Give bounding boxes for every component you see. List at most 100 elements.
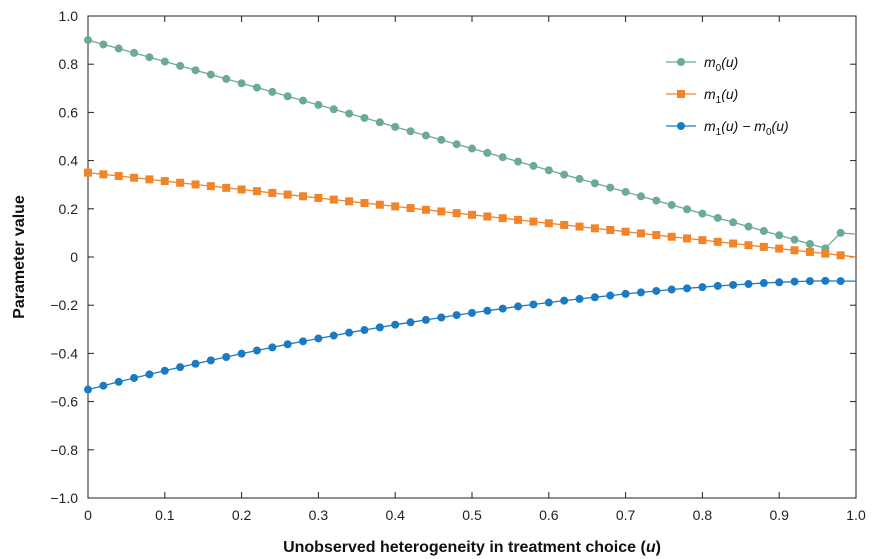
data-point xyxy=(206,182,215,191)
data-point xyxy=(99,40,108,49)
data-point xyxy=(437,313,446,322)
data-point xyxy=(314,193,323,202)
data-point xyxy=(544,219,553,228)
data-point xyxy=(590,293,599,302)
data-point xyxy=(805,247,814,256)
data-point xyxy=(652,286,661,295)
data-point xyxy=(759,279,768,288)
data-point xyxy=(683,234,692,243)
data-point xyxy=(775,244,784,253)
data-point xyxy=(222,74,231,83)
data-point xyxy=(483,306,492,315)
data-point xyxy=(729,280,738,289)
x-tick-label: 0.6 xyxy=(539,507,559,523)
data-point xyxy=(160,366,169,375)
data-point xyxy=(237,185,246,194)
y-tick-label: −0.4 xyxy=(50,345,78,361)
y-tick-label: −1.0 xyxy=(50,490,78,506)
data-point xyxy=(590,224,599,233)
data-point xyxy=(621,227,630,236)
data-point xyxy=(237,349,246,358)
data-point xyxy=(406,318,415,327)
x-tick-label: 0.4 xyxy=(385,507,405,523)
x-tick-label: 0.5 xyxy=(462,507,482,523)
data-point xyxy=(160,177,169,186)
data-point xyxy=(606,226,615,235)
data-point xyxy=(345,197,354,206)
data-point xyxy=(606,183,615,192)
data-point xyxy=(360,326,369,335)
x-axis-ticks: 0 0.1 0.2 0.3 0.4 0.5 0.6 0.7 0.8 0.9 1.0 xyxy=(84,16,866,523)
data-point xyxy=(268,87,277,96)
data-point xyxy=(437,135,446,144)
data-point xyxy=(391,122,400,131)
y-tick-label: −0.6 xyxy=(50,394,78,410)
data-point xyxy=(468,210,476,219)
data-point xyxy=(314,334,323,343)
data-point xyxy=(452,140,461,149)
data-point xyxy=(268,343,277,352)
data-point xyxy=(375,323,384,332)
data-point xyxy=(206,356,215,365)
data-point xyxy=(667,200,676,209)
series-layer xyxy=(84,36,857,394)
data-point xyxy=(529,217,538,226)
data-point xyxy=(667,232,676,241)
data-point xyxy=(176,363,185,372)
legend: m0(u) m1(u) m1(u) − m0(u) xyxy=(666,54,789,138)
data-point xyxy=(805,239,814,248)
data-point xyxy=(252,346,261,355)
data-point xyxy=(329,195,338,204)
data-point xyxy=(176,178,185,187)
data-point xyxy=(176,61,185,70)
data-point xyxy=(299,337,308,346)
data-point xyxy=(483,212,492,221)
data-point xyxy=(375,200,384,209)
data-point xyxy=(160,57,169,66)
y-axis-title: Parameter value xyxy=(11,195,28,319)
data-point xyxy=(729,239,738,248)
legend-item: m0(u) xyxy=(666,54,738,74)
y-tick-label: 0 xyxy=(70,249,78,265)
data-point xyxy=(744,241,753,250)
data-point xyxy=(775,278,784,287)
legend-item: m1(u) − m0(u) xyxy=(666,118,789,138)
data-point xyxy=(84,168,92,177)
y-tick-label: 0.2 xyxy=(59,201,79,217)
data-point xyxy=(636,229,645,238)
plot-frame xyxy=(87,15,857,499)
data-point xyxy=(84,385,92,394)
data-point xyxy=(314,100,323,109)
data-point xyxy=(191,66,200,75)
data-point xyxy=(99,170,108,179)
y-tick-label: 1.0 xyxy=(59,8,79,24)
data-point xyxy=(406,127,415,136)
data-point xyxy=(437,207,446,216)
data-point xyxy=(759,242,768,251)
data-point xyxy=(84,36,92,45)
data-point xyxy=(483,148,492,157)
data-point xyxy=(744,222,753,231)
data-point xyxy=(391,202,400,211)
y-tick-label: 0.4 xyxy=(59,153,79,169)
data-point xyxy=(683,205,692,214)
data-point xyxy=(560,296,569,305)
y-tick-label: −0.2 xyxy=(50,297,78,313)
data-point xyxy=(698,283,707,292)
data-point xyxy=(191,180,200,189)
data-point xyxy=(514,157,523,166)
data-point xyxy=(652,196,661,205)
data-point xyxy=(775,231,784,240)
data-point xyxy=(575,294,584,303)
y-tick-label: 0.6 xyxy=(59,104,79,120)
series-1 xyxy=(84,168,857,260)
data-point xyxy=(114,377,123,386)
data-point xyxy=(468,144,476,153)
data-point xyxy=(406,204,415,213)
data-point xyxy=(575,222,584,231)
data-point xyxy=(729,218,738,227)
data-point xyxy=(790,277,799,286)
data-point xyxy=(252,187,261,196)
data-point xyxy=(836,228,845,237)
